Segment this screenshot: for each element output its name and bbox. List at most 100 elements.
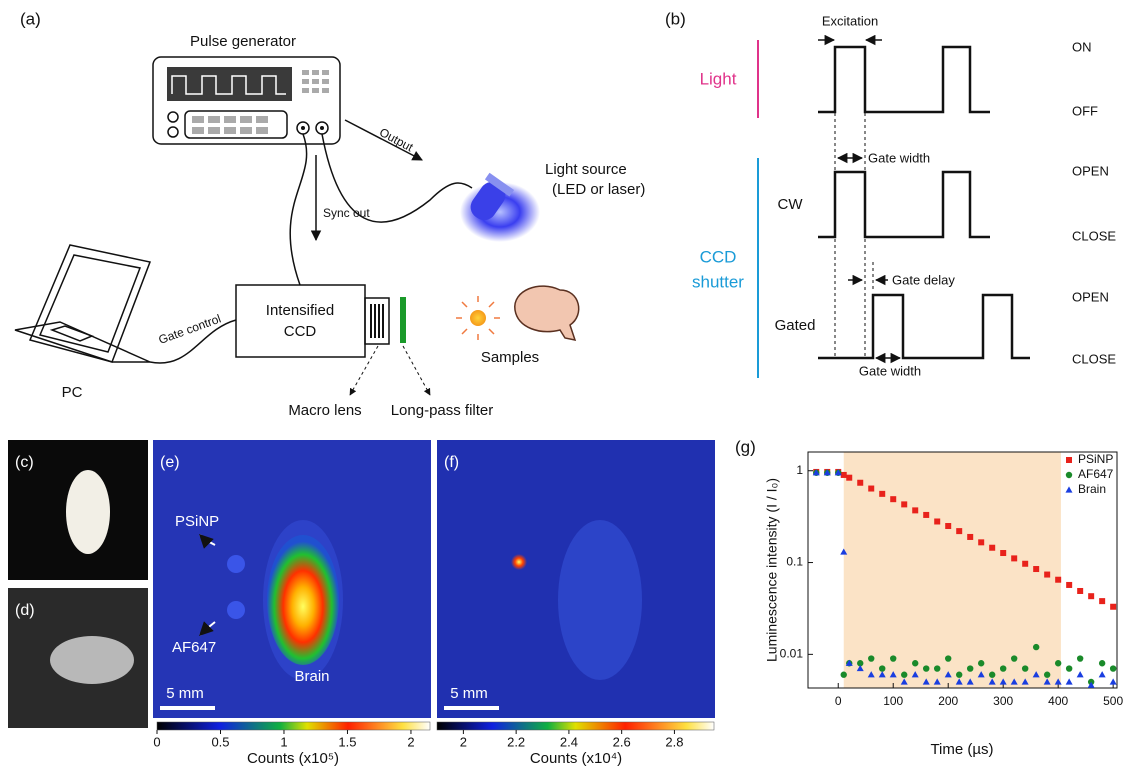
point [911, 671, 919, 678]
point [922, 678, 930, 685]
point [989, 544, 996, 551]
panel-label: (e) [160, 454, 180, 471]
ccd-box [235, 284, 366, 358]
legend-marker [1066, 457, 1072, 463]
point [934, 665, 941, 672]
colorbar-label: Counts (x10⁵) [247, 750, 339, 767]
colorbar [156, 721, 431, 731]
lens-stripes [370, 304, 384, 338]
x-tick-label: 200 [938, 694, 958, 708]
point [868, 655, 875, 662]
point [857, 479, 864, 486]
colorbar-tick-label: 2.4 [560, 734, 578, 749]
x-axis-label: Time (µs) [930, 741, 993, 758]
label: Gated [775, 317, 816, 334]
label: Excitation [822, 13, 878, 28]
cable [321, 133, 473, 223]
point [1055, 576, 1062, 583]
point [1032, 643, 1040, 651]
shape [456, 296, 500, 340]
shape [199, 621, 216, 636]
shape [192, 127, 204, 134]
waveform [818, 293, 1030, 360]
shape [322, 79, 329, 84]
shape [511, 554, 527, 570]
point [923, 511, 930, 518]
colorbar-label: Counts (x10⁴) [530, 750, 622, 767]
label: AF647 [172, 639, 216, 656]
scale-label: 5 mm [450, 685, 488, 702]
point [845, 659, 853, 666]
shape [240, 127, 252, 134]
point [1065, 665, 1073, 672]
point [988, 671, 996, 678]
point [999, 665, 1007, 672]
shape [312, 79, 319, 84]
y-tick-label: 0.01 [780, 647, 804, 661]
panel-label: (f) [444, 454, 459, 471]
shape [199, 534, 216, 549]
label: Gate width [859, 363, 921, 378]
point [934, 518, 941, 525]
point [1044, 571, 1051, 578]
point [1098, 671, 1106, 678]
legend-marker [1065, 486, 1073, 493]
point [1076, 655, 1084, 662]
shape [312, 70, 319, 75]
point [1076, 671, 1084, 678]
colorbar-tick-label: 2 [407, 734, 414, 749]
point [1054, 678, 1062, 685]
colorbar-tick-label: 1.5 [338, 734, 356, 749]
label: Gate width [868, 150, 930, 165]
legend-marker [1065, 471, 1073, 479]
shape [302, 79, 309, 84]
point [901, 671, 908, 678]
point [1109, 665, 1117, 672]
brain-photo [50, 636, 134, 684]
shape [192, 116, 268, 134]
point [857, 660, 864, 667]
panel-a: (a) Pulse generator Output Sync out Ligh… [14, 9, 645, 419]
colorbar-tick-label: 1 [280, 734, 287, 749]
point [890, 655, 897, 662]
scale-label: 5 mm [166, 685, 204, 702]
led [470, 172, 515, 221]
screen [167, 67, 292, 101]
label: shutter [692, 272, 744, 291]
label: Macro lens [288, 402, 361, 419]
shape [160, 706, 215, 710]
point [967, 533, 974, 540]
point [856, 664, 864, 672]
label: OFF [1072, 103, 1098, 118]
colorbar-tick-label: 2 [460, 734, 467, 749]
point [988, 678, 996, 685]
point [812, 469, 820, 476]
x-tick-label: 300 [993, 694, 1013, 708]
x-tick-label: 400 [1048, 694, 1068, 708]
panel-label: (c) [15, 454, 34, 471]
label: ON [1072, 39, 1092, 54]
y-axis-label: Luminescence intensity (I / I₀) [764, 478, 780, 662]
label: CLOSE [1072, 228, 1116, 243]
point [1088, 593, 1095, 600]
point [878, 671, 886, 678]
shape [167, 111, 179, 123]
point [867, 671, 875, 678]
shape [208, 127, 220, 134]
label: Samples [481, 349, 539, 366]
label: CW [778, 196, 804, 213]
panel-g: (g) Time (µs) Luminescence intensity (I … [735, 437, 1123, 757]
point [879, 665, 886, 672]
point [1011, 555, 1018, 562]
laptop-screen [28, 244, 152, 363]
y-tick-label: 0.1 [786, 555, 803, 569]
colorbar-tick-label: 0 [153, 734, 160, 749]
point [1077, 587, 1084, 594]
arrow [344, 119, 423, 161]
shape [322, 70, 329, 75]
label: Gate delay [892, 272, 955, 287]
point [868, 485, 875, 492]
colorbar [436, 721, 715, 731]
point [1065, 678, 1073, 685]
point [1021, 665, 1029, 672]
